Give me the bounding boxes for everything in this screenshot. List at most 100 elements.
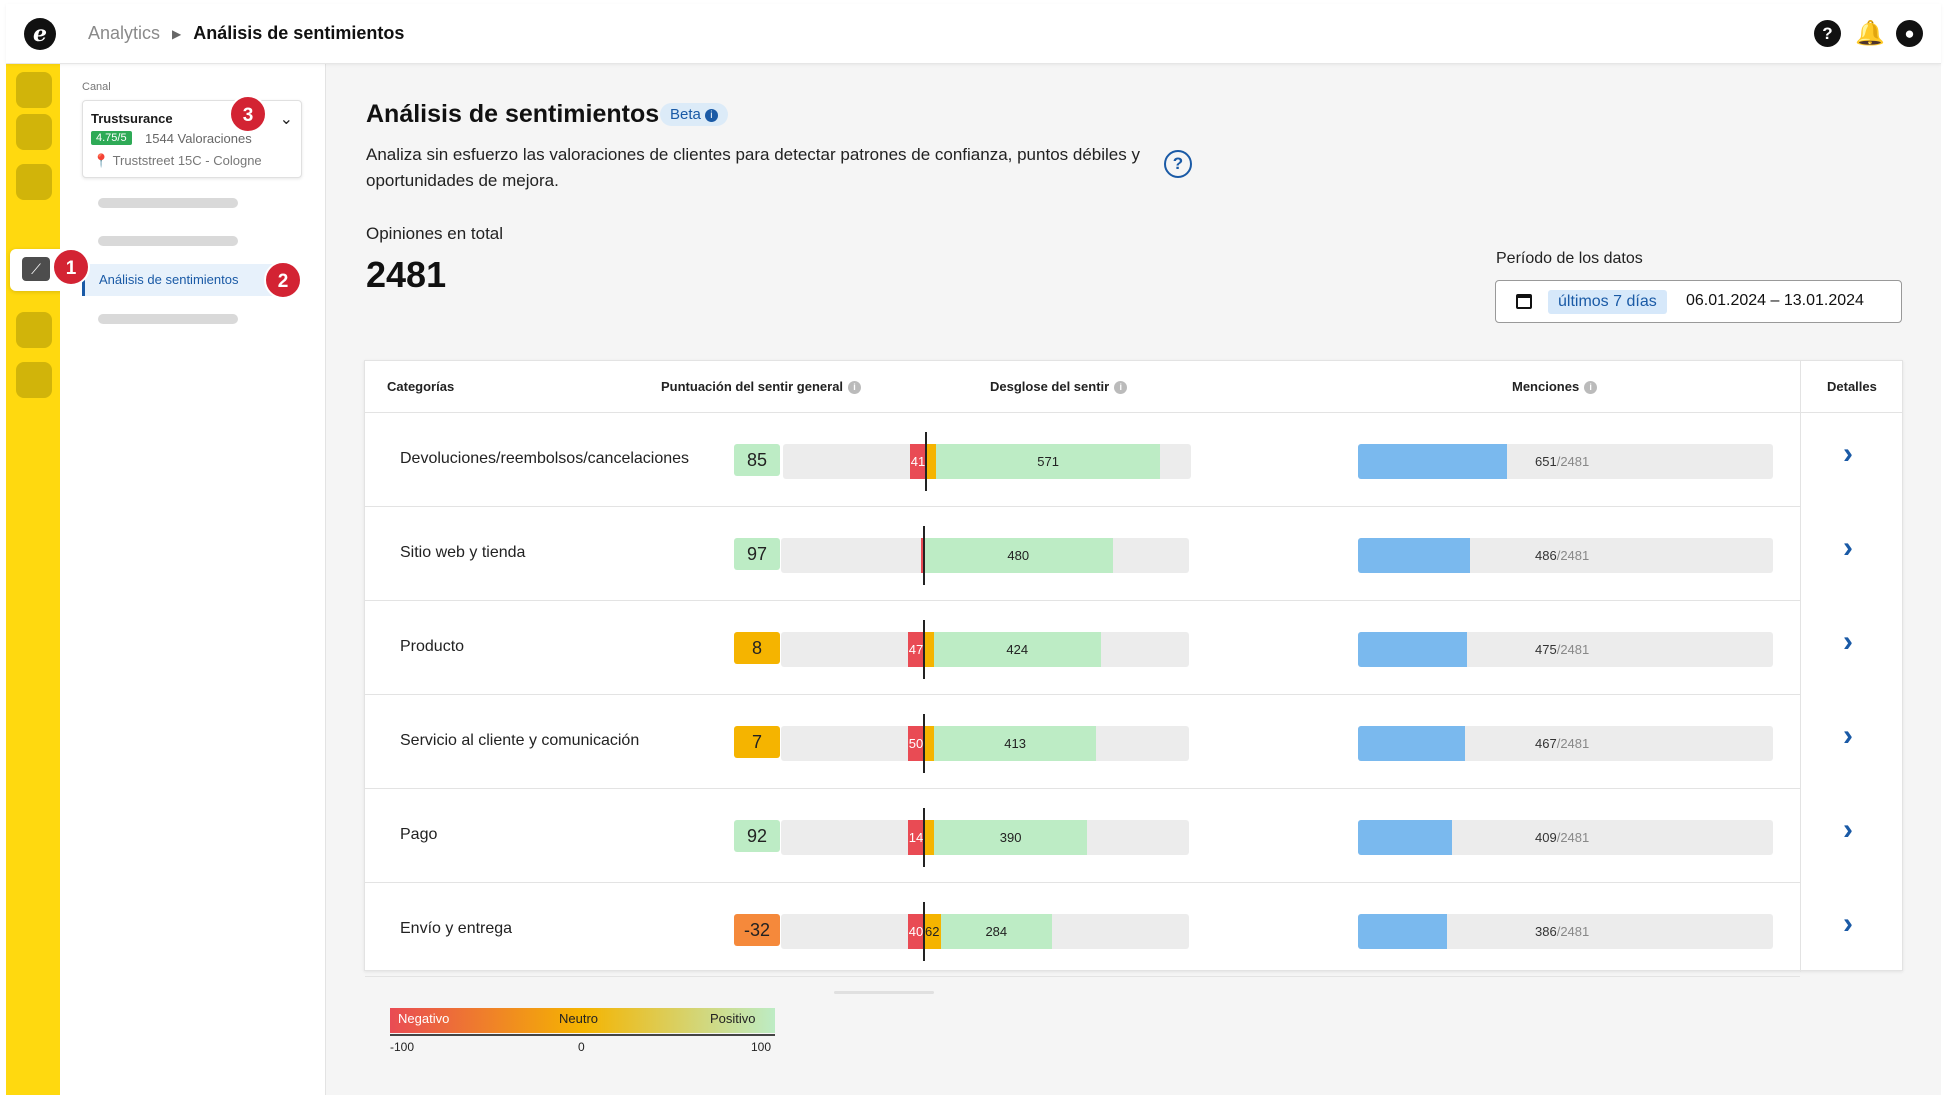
mentions-fill [1358, 538, 1470, 573]
mentions-total: 2481 [1560, 736, 1590, 751]
mentions-fill [1358, 820, 1453, 855]
breakdown-bar: 47 424 [781, 620, 1189, 679]
details-chevron-icon[interactable]: › [1843, 625, 1853, 658]
mentions-bar: 409/2481 [1358, 820, 1773, 855]
mentions-bar: 651/2481 [1358, 444, 1773, 479]
legend-axis [390, 1034, 775, 1036]
header-mentions: Menciones i [1512, 379, 1598, 395]
details-chevron-icon[interactable]: › [1843, 437, 1853, 470]
sidebar-item-sentiment-analysis[interactable]: Análisis de sentimientos [82, 264, 278, 296]
channel-name: Trustsurance [91, 111, 173, 126]
neutral-segment [924, 820, 934, 855]
legend-min: -100 [390, 1040, 415, 1054]
table-row[interactable]: Servicio al cliente y comunicación 7 50 413… [365, 695, 1800, 789]
mentions-text: 651/2481 [1535, 444, 1589, 479]
negative-segment: 14 [908, 820, 924, 855]
main-content: Análisis de sentimientos Beta i Analiza s… [326, 64, 1941, 1095]
mentions-separator: / [1556, 924, 1561, 939]
positive-segment: 390 [934, 820, 1088, 855]
negative-segment [921, 538, 924, 573]
nav-placeholder-3[interactable] [98, 314, 238, 324]
rail-item-3[interactable] [16, 164, 52, 200]
secondary-sidebar: Canal Trustsurance ⌄ 4.75/5 1544 Valorac… [60, 64, 326, 1095]
positive-segment: 284 [940, 914, 1053, 949]
header-details: Detalles [1827, 379, 1877, 394]
breakdown-bar: 14 390 [781, 808, 1189, 867]
canal-label: Canal [82, 81, 111, 93]
table-row[interactable]: Devoluciones/reembolsos/cancelaciones 85 4… [365, 413, 1800, 507]
details-chevron-icon[interactable]: › [1843, 813, 1853, 846]
breadcrumb-analytics[interactable]: Analytics [88, 23, 161, 43]
table-row[interactable]: Producto 8 47 424 475/2481 [365, 601, 1800, 695]
info-icon[interactable]: i [704, 108, 718, 122]
nav-placeholder-1[interactable] [98, 198, 238, 208]
mentions-bar: 486/2481 [1358, 538, 1773, 573]
channel-selector[interactable]: Trustsurance ⌄ 4.75/5 1544 Valoraciones … [82, 100, 302, 178]
sentiment-score: -32 [734, 914, 780, 946]
mentions-text: 386/2481 [1535, 914, 1589, 949]
chevron-down-icon[interactable]: ⌄ [279, 111, 293, 128]
negative-segment: 47 [908, 632, 924, 667]
mentions-count: 486 [1535, 548, 1557, 563]
info-icon[interactable]: i [1584, 381, 1598, 395]
breakdown-bar: 480 [781, 526, 1189, 585]
location-pin-icon: 📍 [93, 153, 110, 168]
category-name: Envío y entrega [400, 920, 513, 937]
date-range-picker[interactable]: últimos 7 días 06.01.2024 – 13.01.2024 [1495, 280, 1902, 323]
rail-item-5[interactable] [16, 312, 52, 348]
rail-item-1[interactable] [16, 72, 52, 108]
table-row[interactable]: Pago 92 14 390 409/2481 [365, 789, 1800, 883]
details-chevron-icon[interactable]: › [1843, 907, 1853, 940]
mentions-fill [1358, 726, 1466, 761]
mentions-total: 2481 [1560, 924, 1590, 939]
category-name: Pago [400, 826, 438, 843]
breakdown-bar: 41 571 [783, 432, 1191, 491]
date-range-text: 06.01.2024 – 13.01.2024 [1686, 292, 1864, 309]
rail-item-2[interactable] [16, 114, 52, 150]
annotation-badge-3: 3 [229, 95, 267, 133]
table-row[interactable]: Sitio web y tienda 97 480 486/2481 [365, 507, 1800, 601]
details-chevron-icon[interactable]: › [1843, 719, 1853, 752]
neutral-segment [924, 726, 934, 761]
neutral-segment [924, 632, 934, 667]
mentions-total: 2481 [1560, 454, 1590, 469]
details-chevron-icon[interactable]: › [1843, 531, 1853, 564]
bell-icon[interactable]: 🔔 [1855, 20, 1885, 47]
legend-mid: 0 [578, 1040, 585, 1054]
page-title: Análisis de sentimientos [366, 100, 660, 128]
mentions-fill [1358, 444, 1508, 479]
mentions-fill [1358, 632, 1467, 667]
account-icon[interactable]: ● [1896, 20, 1923, 47]
period-chip[interactable]: últimos 7 días [1548, 290, 1667, 314]
breadcrumb-current: Análisis de sentimientos [193, 23, 405, 43]
mentions-separator: / [1556, 642, 1561, 657]
info-icon[interactable]: i [848, 381, 862, 395]
app-rail: ⟋ [6, 64, 68, 1095]
table-row[interactable]: Envío y entrega -32 40 62 284 386/2481 [365, 883, 1800, 977]
category-name: Producto [400, 638, 465, 655]
info-icon[interactable]: i [1114, 381, 1128, 395]
mentions-bar: 475/2481 [1358, 632, 1773, 667]
chart-icon: ⟋ [22, 257, 50, 281]
sentiment-score: 7 [734, 726, 780, 758]
breakdown-bar: 50 413 [781, 714, 1189, 773]
breadcrumb-separator-icon: ▶ [172, 26, 182, 41]
rail-item-6[interactable] [16, 362, 52, 398]
logo-icon[interactable]: e [24, 18, 56, 50]
mentions-count: 651 [1535, 454, 1557, 469]
mentions-text: 467/2481 [1535, 726, 1589, 761]
sentiment-legend: Negativo Neutro Positivo [390, 1008, 775, 1033]
header-score-label: Puntuación del sentir general [661, 379, 844, 394]
channel-address: 📍 Truststreet 15C - Cologne [93, 153, 262, 169]
neutral-segment: 62 [924, 914, 941, 949]
help-icon[interactable]: ? [1814, 20, 1841, 47]
top-bar: e Analytics ▶ Análisis de sentimientos ?… [6, 4, 1941, 64]
positive-segment: 413 [934, 726, 1097, 761]
mentions-text: 475/2481 [1535, 632, 1589, 667]
beta-badge: Beta i [660, 103, 728, 126]
help-circle-icon[interactable]: ? [1164, 150, 1192, 178]
legend-neutral: Neutro [559, 1011, 599, 1026]
nav-placeholder-2[interactable] [98, 236, 238, 246]
header-mentions-label: Menciones [1512, 379, 1580, 394]
scroll-indicator[interactable] [834, 991, 934, 994]
